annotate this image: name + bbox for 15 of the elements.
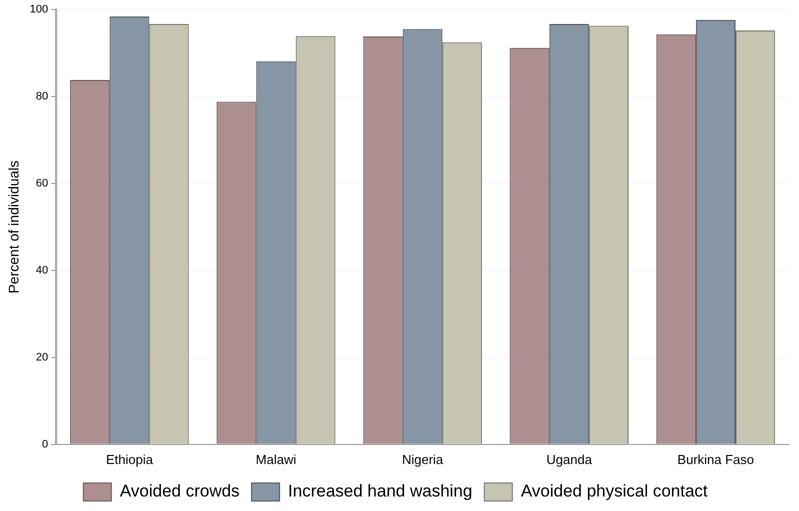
x-tick-label: Malawi [256, 452, 296, 467]
y-tick-label: 100 [30, 4, 48, 16]
y-tick-label: 60 [36, 178, 48, 190]
y-tick-label: 20 [36, 351, 48, 364]
legend-label: Increased hand washing [288, 482, 472, 501]
y-axis-title: Percent of individuals [5, 160, 22, 294]
x-tick-label: Burkina Faso [677, 452, 754, 467]
x-tick-label: Uganda [546, 452, 593, 467]
y-tick-label: 80 [36, 90, 48, 103]
legend-label: Avoided crowds [120, 482, 240, 501]
legend-label: Avoided physical contact [520, 482, 708, 501]
x-tick-label: Nigeria [402, 452, 444, 467]
y-tick-label: 40 [36, 264, 48, 277]
y-tick-label: 0 [42, 438, 48, 450]
x-tick-label: Ethiopia [106, 452, 154, 467]
